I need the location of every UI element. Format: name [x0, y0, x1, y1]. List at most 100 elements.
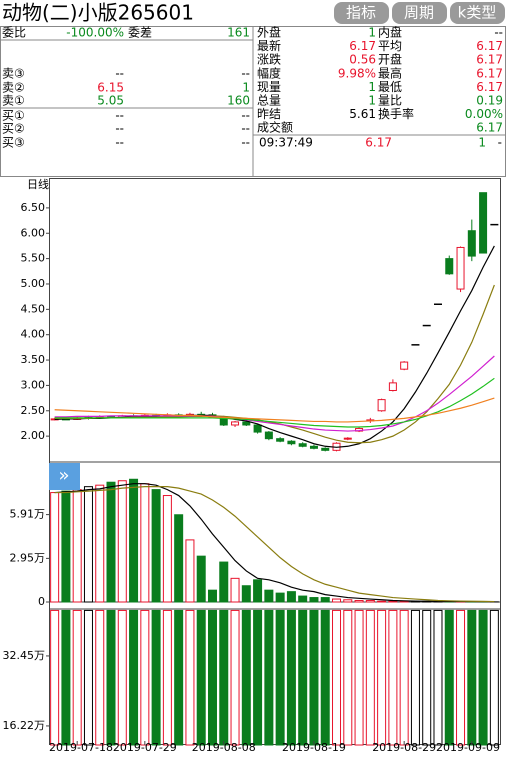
stock-title: 动物(二)小版265601: [2, 1, 194, 25]
button-label[interactable]: 周期: [404, 4, 434, 22]
bar: [197, 556, 205, 602]
y-tick-label: 4.00: [21, 328, 46, 341]
bar: [321, 610, 329, 745]
x-tick-label: 2019-07-18: [49, 741, 113, 754]
candle-body: [344, 438, 351, 439]
bar: [84, 487, 92, 602]
value: 6.17: [476, 121, 503, 135]
bar: [490, 610, 498, 745]
value: -100.00%: [66, 26, 124, 40]
period-label: 日线: [27, 177, 49, 191]
bar: [411, 610, 419, 745]
bar: [310, 610, 318, 745]
bar: [344, 610, 352, 745]
level-volume: --: [241, 109, 250, 123]
bar: [175, 515, 183, 602]
label: 成交额: [257, 120, 293, 135]
stat-value: 0.00%: [465, 107, 503, 121]
bar: [62, 610, 70, 745]
bar: [310, 598, 318, 602]
label: 委差: [128, 26, 152, 40]
bar: [276, 593, 284, 602]
bar: [355, 601, 363, 602]
stat-value: 6.17: [476, 66, 503, 80]
bar: [118, 610, 126, 745]
bar: [186, 540, 194, 602]
candle-body: [232, 422, 239, 425]
candle-body: [468, 231, 475, 256]
bar: [62, 491, 70, 602]
bar: [265, 610, 273, 745]
bar: [468, 610, 476, 745]
bar: [231, 578, 239, 602]
y-tick-label: 6.00: [21, 226, 46, 239]
bar: [299, 610, 307, 745]
bar: [378, 601, 386, 602]
bar: [118, 481, 126, 602]
bar: [107, 610, 115, 745]
level-volume: 1: [242, 81, 250, 95]
bar: [434, 610, 442, 745]
bar: [152, 490, 160, 602]
level-price: 5.05: [97, 94, 124, 108]
bar: [96, 610, 104, 745]
bar: [254, 610, 262, 745]
value: 161: [227, 26, 250, 40]
stat-label: 量比: [378, 94, 402, 108]
y-tick-label: 2.95万: [10, 551, 46, 564]
stat-value: 6.17: [349, 39, 376, 53]
level-label: 买②: [2, 122, 25, 136]
label: 委比: [2, 26, 26, 40]
bar: [220, 562, 228, 602]
bar: [333, 599, 341, 602]
bar: [96, 485, 104, 602]
stat-label: 最高: [378, 65, 402, 80]
bar: [276, 610, 284, 745]
level-label: 卖③: [2, 67, 25, 81]
button-label[interactable]: 指标: [346, 4, 376, 22]
level-label: 卖②: [2, 81, 25, 95]
bar: [163, 610, 171, 745]
candle-body: [265, 432, 272, 439]
bar: [130, 479, 138, 602]
bar: [457, 610, 465, 745]
bar: [445, 610, 453, 745]
stat-value: 5.61: [349, 107, 376, 121]
stat-value: 9.98%: [338, 66, 376, 80]
trade-side: -: [498, 136, 502, 150]
y-tick-label: 4.50: [21, 302, 46, 315]
stat-label: 外盘: [257, 25, 281, 40]
trade-time: 09:37:49: [259, 136, 313, 150]
bar: [84, 610, 92, 745]
bar: [152, 610, 160, 745]
bar: [130, 610, 138, 745]
stat-label: 换手率: [378, 106, 414, 121]
expand-icon[interactable]: »: [58, 465, 69, 486]
bar: [208, 610, 216, 745]
y-tick-label: 16.22万: [3, 719, 46, 732]
y-tick-label: 0: [38, 595, 45, 608]
bar: [73, 490, 81, 602]
candle-body: [446, 259, 453, 274]
bar: [220, 610, 228, 745]
y-tick-label: 32.45万: [3, 649, 46, 662]
bar: [208, 590, 216, 602]
level-volume: 160: [227, 94, 250, 108]
stat-label: 开盘: [378, 52, 402, 67]
y-tick-label: 5.91万: [10, 508, 46, 521]
bar: [287, 592, 295, 602]
bar: [231, 610, 239, 745]
stat-label: 平均: [378, 39, 402, 53]
level-volume: --: [241, 136, 250, 150]
button-label[interactable]: k类型: [458, 4, 497, 22]
bar: [141, 610, 149, 745]
candle-body: [322, 448, 329, 450]
bar: [163, 496, 171, 602]
level-price: --: [115, 122, 124, 136]
bar: [344, 600, 352, 602]
bar: [107, 482, 115, 602]
bar: [254, 580, 262, 602]
bar: [400, 601, 408, 602]
level-volume: --: [241, 122, 250, 136]
y-tick-label: 6.50: [21, 201, 46, 214]
